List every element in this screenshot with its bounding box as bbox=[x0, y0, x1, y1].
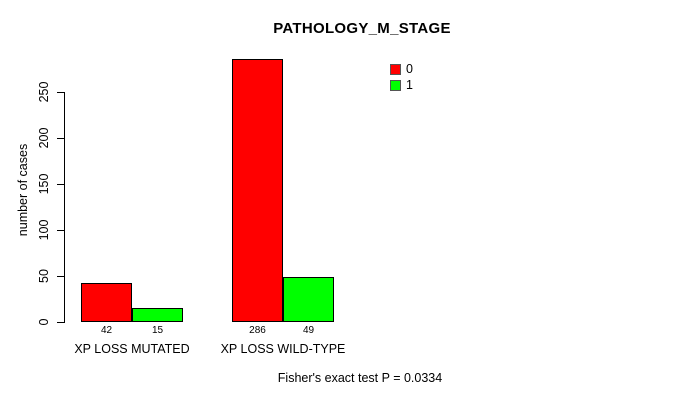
bar-series1-group2 bbox=[283, 277, 334, 322]
y-tick bbox=[57, 92, 64, 93]
bar-series1-group1 bbox=[132, 308, 183, 322]
y-tick-label: 100 bbox=[37, 219, 51, 241]
legend-item: 0 bbox=[390, 62, 413, 76]
legend-swatch-icon bbox=[390, 79, 401, 91]
chart-title: PATHOLOGY_M_STAGE bbox=[273, 20, 451, 37]
y-tick-label: 200 bbox=[37, 127, 51, 149]
y-axis-line bbox=[64, 92, 65, 323]
y-tick-label: 50 bbox=[37, 269, 51, 283]
legend-item: 1 bbox=[390, 78, 413, 92]
y-tick-label: 0 bbox=[37, 318, 51, 326]
bar-value-label: 15 bbox=[151, 325, 164, 336]
bar-series0-group2 bbox=[232, 59, 283, 322]
legend-label: 0 bbox=[406, 62, 413, 76]
legend-swatch-icon bbox=[390, 63, 401, 75]
x-category-label: XP LOSS MUTATED bbox=[74, 342, 190, 356]
bar-series0-group1 bbox=[81, 283, 132, 322]
annotation-text: Fisher's exact test P = 0.0334 bbox=[277, 371, 443, 385]
y-tick bbox=[57, 138, 64, 139]
bar-value-label: 42 bbox=[100, 325, 113, 336]
y-tick-label: 150 bbox=[37, 173, 51, 195]
x-category-label: XP LOSS WILD-TYPE bbox=[220, 342, 346, 356]
bar-value-label: 49 bbox=[302, 325, 315, 336]
y-tick bbox=[57, 230, 64, 231]
y-tick bbox=[57, 276, 64, 277]
bar-value-label: 286 bbox=[249, 325, 266, 336]
y-axis-label: number of cases bbox=[16, 143, 30, 237]
y-tick-label: 250 bbox=[37, 81, 51, 103]
y-tick bbox=[57, 184, 64, 185]
y-tick bbox=[57, 322, 64, 323]
legend-label: 1 bbox=[406, 78, 413, 92]
